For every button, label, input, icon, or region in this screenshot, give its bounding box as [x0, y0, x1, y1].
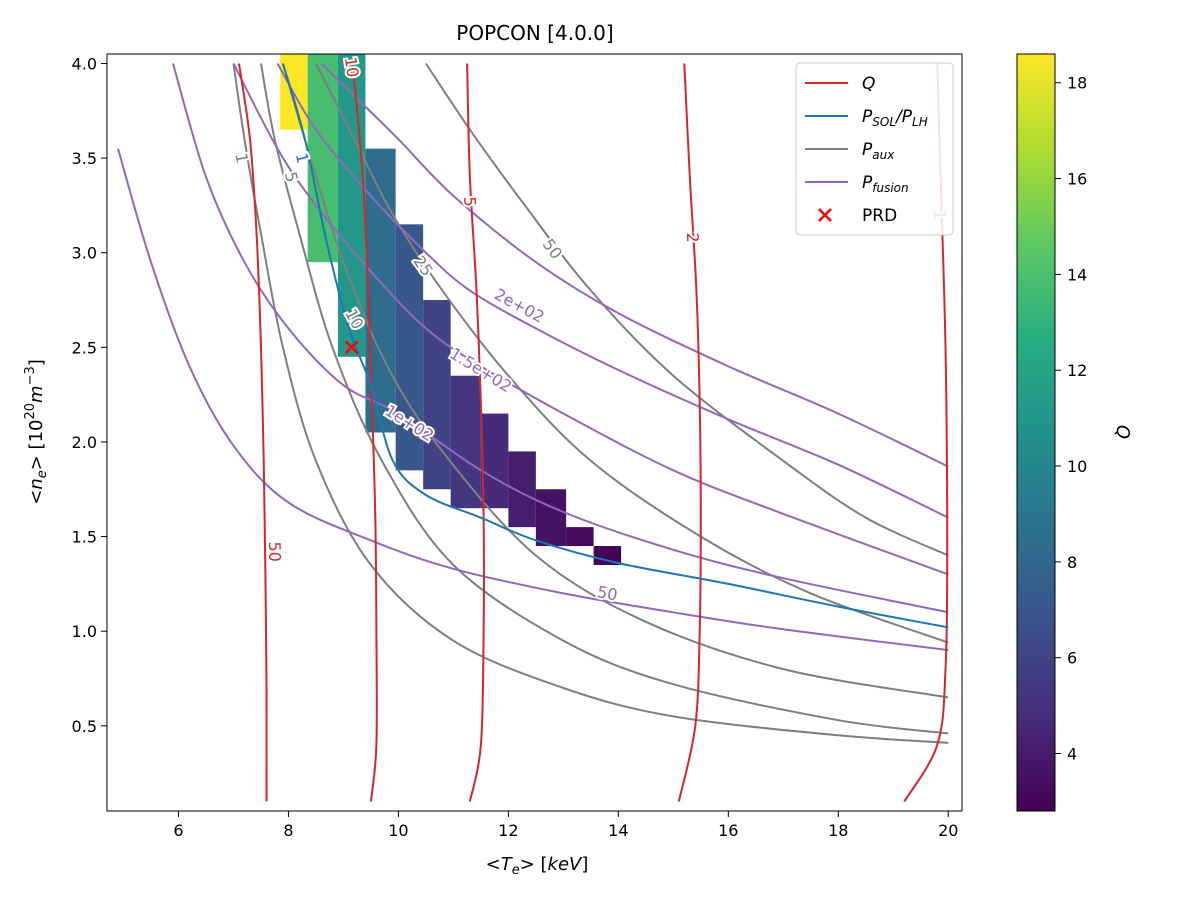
colorbar-gradient: [1017, 54, 1055, 811]
prd-marker: [344, 340, 359, 355]
contour-label: 2: [683, 232, 702, 243]
y-axis-label: <ne> [1020m−3]: [23, 359, 50, 505]
x-tick-label: 8: [283, 821, 293, 840]
plot-frame: [106, 53, 963, 812]
q-heatmap: [280, 54, 622, 565]
x-tick-label: 18: [828, 821, 848, 840]
colorbar-tick-label: 12: [1067, 361, 1087, 380]
x-tick-label: 16: [718, 821, 738, 840]
legend-box: [795, 62, 954, 236]
contour-p-aux: [315, 63, 949, 644]
contour-q: [677, 63, 702, 802]
y-tick-label: 4.0: [72, 54, 97, 73]
contour-q: [466, 63, 485, 802]
y-tick-label: 2.0: [72, 433, 97, 452]
colorbar: 4 6 8 10 12 14 16 18: [1016, 53, 1087, 812]
contour-p-fusion: [232, 63, 949, 576]
legend-label: Paux: [862, 140, 895, 162]
colorbar-tick-label: 8: [1067, 553, 1077, 572]
colorbar-tick-label: 4: [1067, 745, 1077, 764]
heatmap-cell: [566, 527, 594, 547]
prd-marker-stroke: [344, 340, 359, 355]
legend-label: Pfusion: [862, 173, 909, 195]
colorbar-frame: [1016, 53, 1056, 812]
x-axis-label: <Te> [keV]: [486, 854, 589, 878]
colorbar-tick-label: 10: [1067, 457, 1087, 476]
colorbar-tick-label: 18: [1067, 74, 1087, 93]
contour-p-fusion: [172, 63, 949, 614]
x-tick-label: 6: [173, 821, 183, 840]
x-tick-label: 12: [498, 821, 518, 840]
colorbar-tick-label: 6: [1067, 649, 1077, 668]
y-tick-label: 1.0: [72, 622, 97, 641]
heatmap-cell: [593, 546, 622, 565]
contour-q: [350, 63, 378, 802]
legend-label: PSOL/PLH: [862, 107, 928, 129]
colorbar-tick-label: 16: [1067, 170, 1087, 189]
heatmap-cell: [535, 489, 567, 547]
heatmap-cell: [395, 224, 424, 471]
y-axis-ticks: 0.5 1.0 1.5 2.0 2.5 3.0 3.5 4.0: [72, 54, 107, 736]
x-tick-label: 14: [608, 821, 628, 840]
chart-title: POPCON [4.0.0]: [456, 21, 613, 45]
contour-label: 50: [265, 541, 284, 562]
x-tick-label: 10: [388, 821, 408, 840]
contour-p-fusion: [320, 62, 949, 468]
colorbar-label: Q: [1112, 425, 1133, 439]
x-tick-label: 20: [938, 821, 958, 840]
legend-swatch-prd: [818, 208, 832, 222]
contour-label: 50: [539, 235, 566, 263]
contour-p-aux: [260, 63, 949, 735]
colorbar-tick-label: 14: [1067, 265, 1087, 284]
legend-label: PRD: [862, 206, 897, 226]
y-tick-label: 2.5: [72, 338, 97, 357]
legend-swatch-stroke: [818, 208, 832, 222]
heatmap-cell: [508, 451, 536, 528]
x-axis-ticks: 6 8 10 12 14 16 18 20: [173, 811, 958, 840]
y-tick-label: 3.0: [72, 244, 97, 263]
heatmap-cell: [480, 413, 509, 509]
contour-p-aux: [281, 63, 949, 699]
contour-p-sol-p-lh: [281, 63, 949, 629]
contour-q: [238, 63, 268, 802]
contour-label: 5: [460, 196, 479, 207]
y-tick-label: 1.5: [72, 528, 97, 547]
contour-p-aux: [425, 62, 949, 557]
y-tick-label: 3.5: [72, 149, 97, 168]
contour-p-fusion: [117, 148, 949, 652]
contour-label: 50: [596, 582, 620, 605]
legend-label: Q: [862, 74, 875, 94]
contour-p-fusion: [276, 62, 949, 519]
prd-marker-layer: [344, 340, 359, 355]
contour-p-aux: [232, 63, 949, 744]
heatmap-cell: [450, 375, 481, 509]
y-tick-label: 0.5: [72, 717, 97, 736]
heatmap-cell: [423, 300, 451, 490]
contour-label: 10: [341, 56, 363, 79]
legend: Q PSOL/PLH Paux Pfusion PRD: [795, 62, 954, 236]
